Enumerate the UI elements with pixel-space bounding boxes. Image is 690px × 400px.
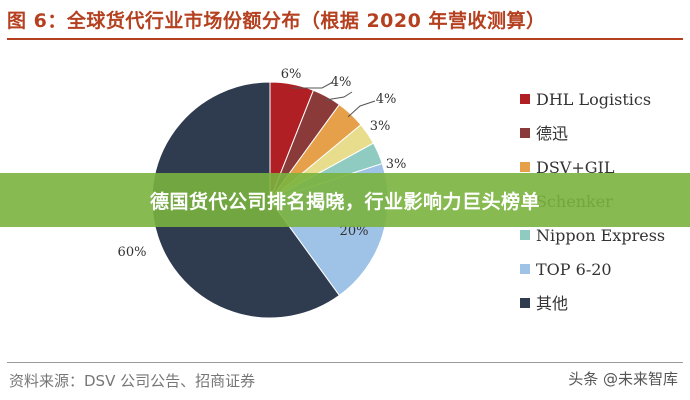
legend-label-5: TOP 6-20 [536,260,612,279]
data-label-1: 4% [331,75,352,90]
leader-line-0 [291,81,334,89]
legend-swatch-6 [520,298,530,308]
data-label-0: 6% [281,67,302,82]
title-divider [7,38,683,40]
watermark-text: 头条 @未来智库 [568,370,678,388]
source-note: 资料来源：DSV 公司公告、招商证券 [9,372,256,390]
legend-label-2: DSV+GIL [536,158,615,177]
legend-swatch-4 [520,230,530,240]
legend-label-6: 其他 [536,294,568,313]
headline-banner: 德国货代公司排名揭晓，行业影响力巨头榜单 [0,173,690,227]
leader-line-2 [347,100,376,118]
chart-title: 图 6：全球货代行业市场份额分布（根据 2020 年营收测算） [7,10,546,32]
legend-swatch-2 [520,162,530,172]
data-label-2: 4% [376,92,397,107]
banner-text: 德国货代公司排名揭晓，行业影响力巨头榜单 [149,190,540,213]
legend-label-4: Nippon Express [536,226,665,245]
data-label-3: 3% [370,119,391,134]
legend-swatch-0 [520,94,530,104]
legend-swatch-1 [520,128,530,138]
leader-line-1 [324,91,353,101]
data-label-5: 20% [340,224,369,239]
data-label-4: 3% [386,157,407,172]
legend-label-0: DHL Logistics [536,90,651,109]
data-label-6: 60% [118,245,147,260]
legend-swatch-5 [520,264,530,274]
footer-divider [7,362,683,363]
watermark: 头条 @未来智库 [568,368,678,389]
legend-label-1: 德迅 [536,124,568,143]
